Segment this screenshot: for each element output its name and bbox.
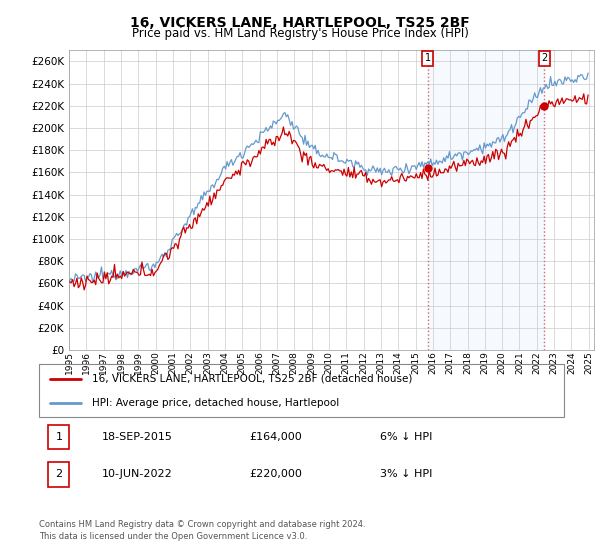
Bar (49, 424, 70, 449)
Text: HPI: Average price, detached house, Hartlepool: HPI: Average price, detached house, Hart… (91, 398, 339, 408)
Text: 16, VICKERS LANE, HARTLEPOOL, TS25 2BF: 16, VICKERS LANE, HARTLEPOOL, TS25 2BF (130, 16, 470, 30)
Text: 6% ↓ HPI: 6% ↓ HPI (380, 432, 433, 442)
Text: Contains HM Land Registry data © Crown copyright and database right 2024.: Contains HM Land Registry data © Crown c… (39, 520, 365, 529)
Text: 18-SEP-2015: 18-SEP-2015 (102, 432, 173, 442)
Text: 3% ↓ HPI: 3% ↓ HPI (380, 469, 433, 479)
Text: 16, VICKERS LANE, HARTLEPOOL, TS25 2BF (detached house): 16, VICKERS LANE, HARTLEPOOL, TS25 2BF (… (91, 374, 412, 384)
Text: 2: 2 (55, 469, 62, 479)
Text: 10-JUN-2022: 10-JUN-2022 (102, 469, 173, 479)
Text: £220,000: £220,000 (249, 469, 302, 479)
Bar (49, 463, 70, 487)
Bar (428, 50, 544, 350)
Text: £164,000: £164,000 (249, 432, 302, 442)
Text: 2: 2 (541, 53, 548, 63)
Text: 1: 1 (55, 432, 62, 442)
Text: 1: 1 (425, 53, 431, 63)
Text: Price paid vs. HM Land Registry's House Price Index (HPI): Price paid vs. HM Land Registry's House … (131, 27, 469, 40)
Text: This data is licensed under the Open Government Licence v3.0.: This data is licensed under the Open Gov… (39, 532, 307, 541)
